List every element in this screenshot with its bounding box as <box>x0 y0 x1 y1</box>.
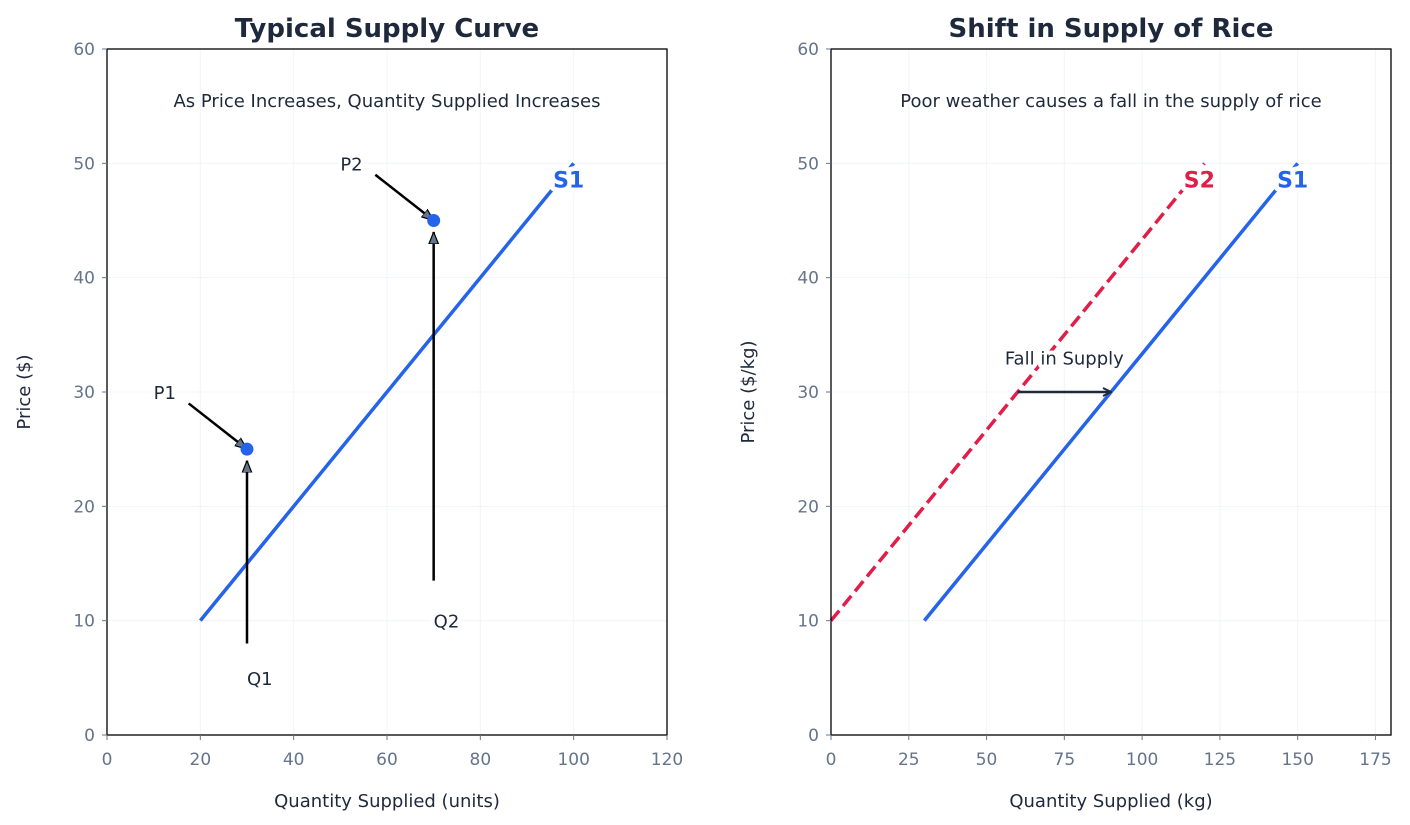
x-tick-label: 25 <box>898 750 920 770</box>
plot-1: As Price Increases, Quantity Supplied In… <box>14 14 683 812</box>
chart-title: Typical Supply Curve <box>235 14 539 44</box>
annotation-label: P2 <box>340 154 362 175</box>
y-tick-label: 40 <box>73 269 95 289</box>
series-label-s1: S1 <box>1277 168 1308 193</box>
x-tick-label: 40 <box>283 750 305 770</box>
y-tick-label: 20 <box>797 497 819 517</box>
x-tick-label: 20 <box>190 750 212 770</box>
x-tick-label: 175 <box>1359 750 1391 770</box>
y-tick-label: 20 <box>73 497 95 517</box>
y-tick-label: 40 <box>797 269 819 289</box>
x-tick-label: 60 <box>376 750 398 770</box>
x-tick-label: 0 <box>826 750 837 770</box>
annotation-label: Fall in Supply <box>1005 349 1124 370</box>
y-tick-label: 10 <box>797 612 819 632</box>
x-tick-label: 75 <box>1054 750 1076 770</box>
chart-subtitle: As Price Increases, Quantity Supplied In… <box>173 91 600 112</box>
y-tick-label: 0 <box>808 726 819 746</box>
x-tick-label: 100 <box>557 750 589 770</box>
data-point <box>240 442 254 456</box>
x-axis-label: Quantity Supplied (units) <box>274 791 500 812</box>
y-tick-label: 10 <box>73 612 95 632</box>
y-tick-label: 60 <box>73 40 95 60</box>
y-axis-label: Price ($) <box>14 354 35 429</box>
x-tick-label: 0 <box>102 750 113 770</box>
annotation-label: Q2 <box>434 612 460 633</box>
y-tick-label: 50 <box>73 154 95 174</box>
y-axis-label: Price ($/kg) <box>738 340 759 443</box>
series-line-s1 <box>198 162 576 622</box>
plot-2: Poor weather causes a fall in the supply… <box>738 14 1392 812</box>
x-tick-label: 120 <box>651 750 683 770</box>
chart-title: Shift in Supply of Rice <box>949 14 1274 44</box>
chart-subtitle: Poor weather causes a fall in the supply… <box>900 91 1321 112</box>
y-tick-label: 0 <box>84 726 95 746</box>
x-tick-label: 125 <box>1204 750 1236 770</box>
x-axis-label: Quantity Supplied (kg) <box>1009 791 1212 812</box>
y-tick-label: 50 <box>797 154 819 174</box>
annotation-arrow <box>187 402 247 449</box>
series-label-s2: S2 <box>1184 168 1215 193</box>
x-tick-label: 150 <box>1281 750 1313 770</box>
data-point <box>427 214 441 227</box>
x-tick-label: 100 <box>1126 750 1158 770</box>
x-tick-label: 50 <box>976 750 998 770</box>
annotation-arrow <box>374 173 433 221</box>
y-tick-label: 60 <box>797 40 819 60</box>
annotation-label: P1 <box>154 383 176 404</box>
y-tick-label: 30 <box>73 383 95 403</box>
series-label-s1: S1 <box>553 168 584 193</box>
annotation-label: Q1 <box>247 669 273 690</box>
y-tick-label: 30 <box>797 383 819 403</box>
x-tick-label: 80 <box>470 750 492 770</box>
